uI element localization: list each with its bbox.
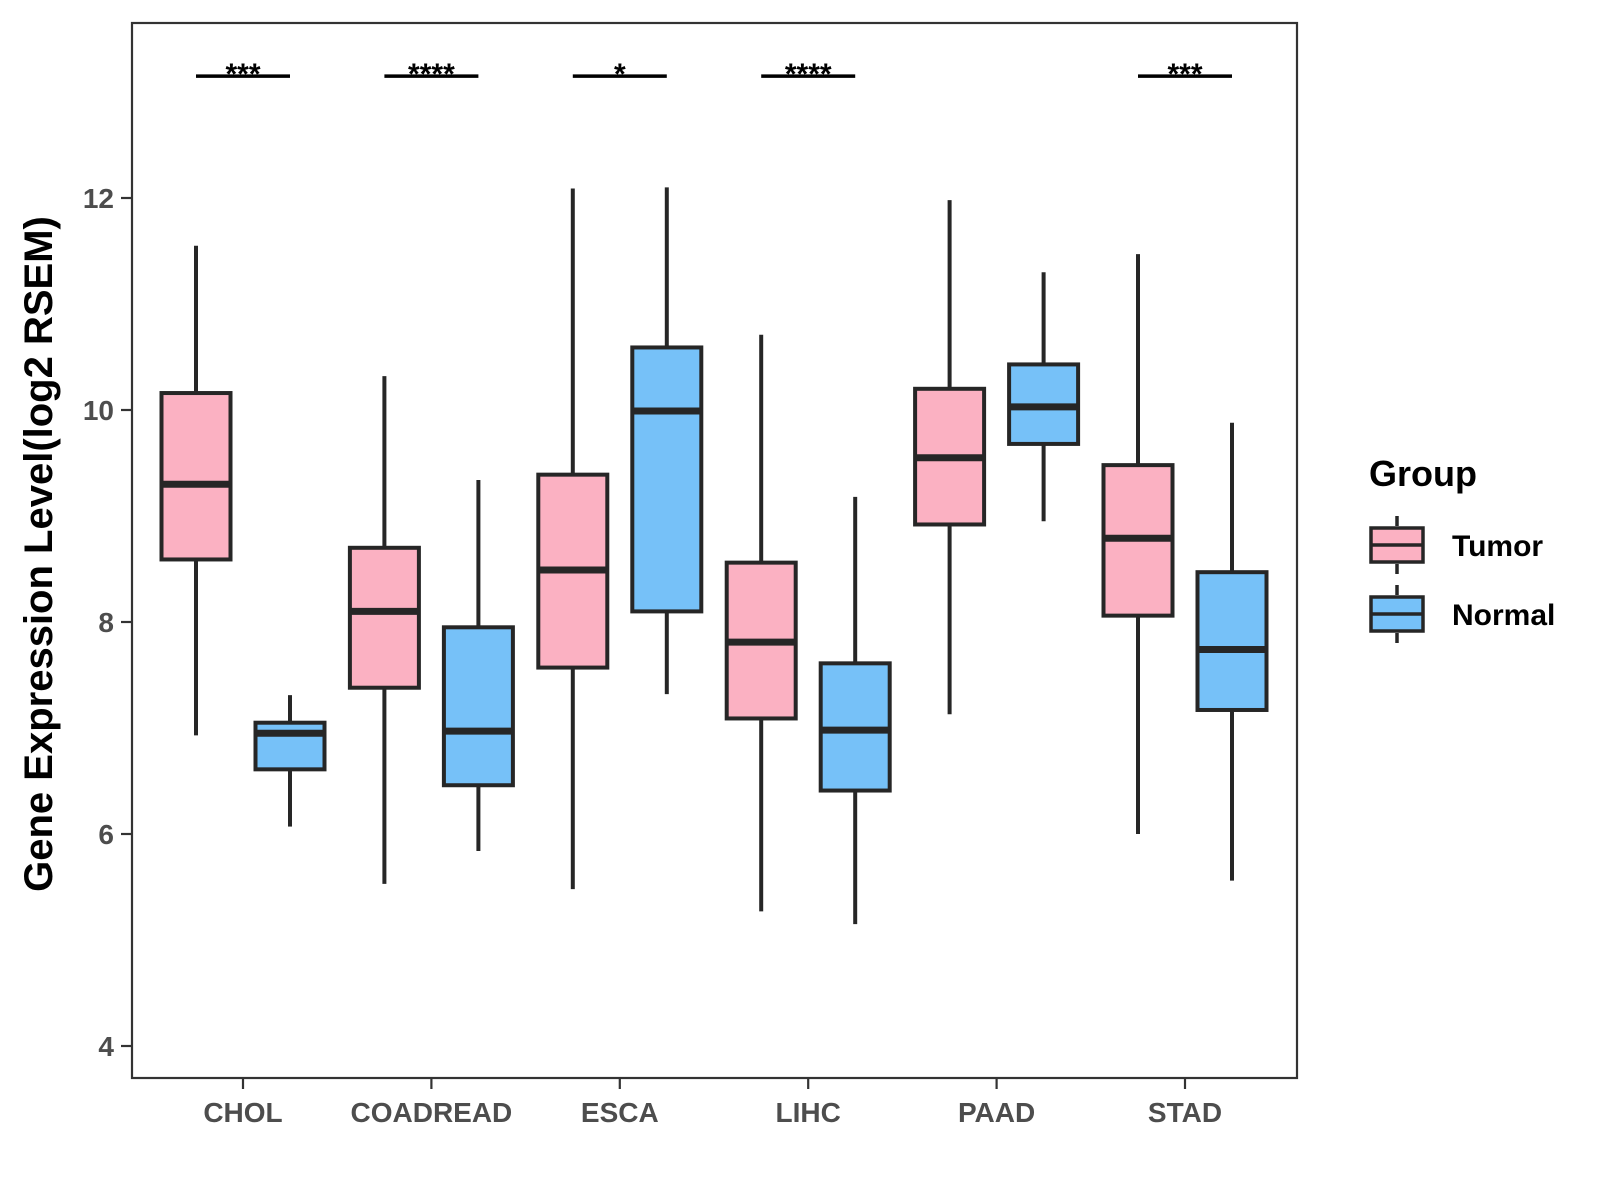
significance-label-lihc: ****: [785, 58, 832, 91]
x-tick-label: PAAD: [958, 1097, 1035, 1128]
x-tick-label: COADREAD: [351, 1097, 513, 1128]
significance-label-coadread: ****: [408, 58, 455, 91]
x-tick-label: ESCA: [581, 1097, 659, 1128]
y-tick-label: 6: [98, 819, 114, 850]
x-tick-label: LIHC: [776, 1097, 841, 1128]
x-tick-label: CHOL: [203, 1097, 282, 1128]
box-iqr: [630, 345, 704, 614]
legend-label-tumor: Tumor: [1452, 530, 1543, 563]
box-iqr: [159, 391, 233, 562]
legend: Group Tumor Normal: [1369, 453, 1555, 643]
legend-title: Group: [1369, 453, 1477, 494]
box-normal-stad: [1195, 422, 1269, 881]
significance-label-stad: ***: [1167, 58, 1202, 91]
legend-label-normal: Normal: [1452, 599, 1555, 632]
box-tumor-chol: [159, 245, 233, 736]
y-tick-label: 10: [83, 395, 114, 426]
plot-area: *** **** * **** ***: [130, 21, 1299, 1080]
y-tick-label: 8: [98, 607, 114, 638]
box-normal-coadread: [441, 479, 515, 851]
significance-label-esca: *: [614, 58, 626, 91]
plot-panel-border: [130, 21, 1299, 1080]
box-normal-chol: [253, 695, 327, 827]
box-iqr: [347, 545, 421, 690]
y-tick-label: 4: [98, 1031, 114, 1062]
box-tumor-lihc: [724, 334, 798, 912]
box-normal-lihc: [818, 496, 892, 925]
box-tumor-coadread: [347, 376, 421, 884]
box-iqr: [253, 720, 327, 772]
box-tumor-paad: [913, 200, 987, 715]
y-tick-label: 12: [83, 183, 114, 214]
y-axis-title: Gene Expression Level(log2 RSEM): [17, 216, 61, 892]
box-tumor-esca: [536, 188, 610, 890]
box-normal-paad: [1007, 272, 1081, 522]
box-iqr: [1195, 570, 1269, 712]
x-tick-label: STAD: [1148, 1097, 1222, 1128]
x-axis: CHOL COADREAD ESCA LIHC PAAD STAD: [203, 1078, 1222, 1128]
box-iqr: [441, 625, 515, 788]
significance-label-chol: ***: [225, 58, 260, 91]
legend-item-normal: Normal: [1369, 585, 1555, 643]
y-axis: 4 6 8 10 12: [83, 183, 132, 1062]
box-tumor-stad: [1101, 254, 1175, 834]
box-normal-esca: [630, 187, 704, 695]
legend-item-tumor: Tumor: [1369, 516, 1543, 574]
